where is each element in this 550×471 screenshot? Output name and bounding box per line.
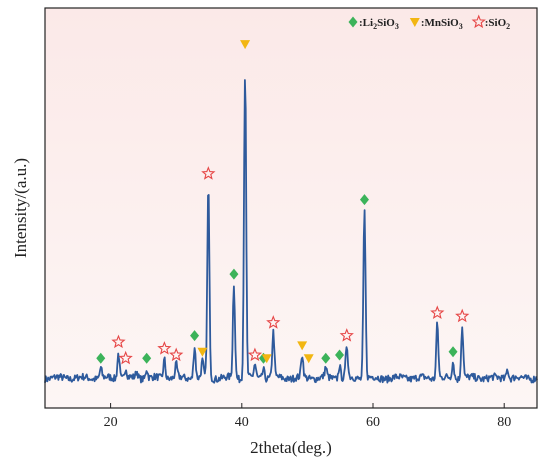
phase-marker-li2sio3 bbox=[321, 352, 331, 364]
phase-marker-mnsio3 bbox=[261, 354, 272, 364]
xrd-pattern-line bbox=[44, 79, 538, 384]
phase-marker-sio2 bbox=[266, 315, 281, 329]
phase-marker-mnsio3 bbox=[197, 347, 208, 357]
phase-marker-li2sio3 bbox=[142, 352, 152, 364]
legend-marker-1 bbox=[409, 18, 420, 27]
phase-marker-mnsio3 bbox=[240, 40, 251, 50]
phase-marker-sio2 bbox=[430, 305, 445, 320]
phase-marker-li2sio3 bbox=[335, 349, 345, 361]
phase-marker-sio2 bbox=[157, 341, 172, 355]
legend: :Li2SiO3 :MnSiO3 :SiO2 bbox=[348, 14, 510, 31]
legend-marker-0 bbox=[348, 16, 358, 28]
series-layer bbox=[44, 79, 538, 384]
phase-marker-li2sio3 bbox=[229, 268, 239, 280]
x-tick-label: 20 bbox=[104, 415, 118, 430]
phase-marker-sio2 bbox=[455, 308, 470, 323]
phase-marker-sio2 bbox=[247, 347, 263, 362]
x-tick-label: 40 bbox=[235, 415, 249, 430]
phase-marker-li2sio3 bbox=[359, 194, 369, 206]
x-tick-label: 60 bbox=[366, 415, 380, 430]
phase-marker-li2sio3 bbox=[96, 352, 106, 364]
x-axis-title: 2theta(deg.) bbox=[250, 438, 332, 457]
phase-marker-sio2 bbox=[118, 350, 133, 365]
plot-area bbox=[45, 8, 537, 408]
legend-marker-2 bbox=[471, 14, 486, 29]
phase-marker-sio2 bbox=[111, 334, 126, 349]
phase-marker-li2sio3 bbox=[448, 346, 458, 358]
phase-marker-sio2 bbox=[169, 347, 184, 362]
phase-marker-mnsio3 bbox=[297, 341, 308, 351]
x-tick-label: 80 bbox=[497, 415, 511, 430]
phase-marker-mnsio3 bbox=[303, 354, 314, 364]
markers-layer bbox=[96, 40, 470, 365]
phase-marker-li2sio3 bbox=[190, 330, 200, 342]
phase-marker-sio2 bbox=[339, 328, 354, 342]
y-axis-title: Intensity/(a.u.) bbox=[11, 158, 30, 258]
legend-label-2: :SiO2 bbox=[485, 17, 510, 31]
plot-frame bbox=[44, 7, 538, 409]
phase-marker-sio2 bbox=[201, 166, 216, 180]
legend-label-0: :Li2SiO3 bbox=[359, 17, 399, 31]
x-ticks: 20 40 60 80 bbox=[104, 403, 511, 430]
legend-label-1: :MnSiO3 bbox=[421, 17, 463, 31]
